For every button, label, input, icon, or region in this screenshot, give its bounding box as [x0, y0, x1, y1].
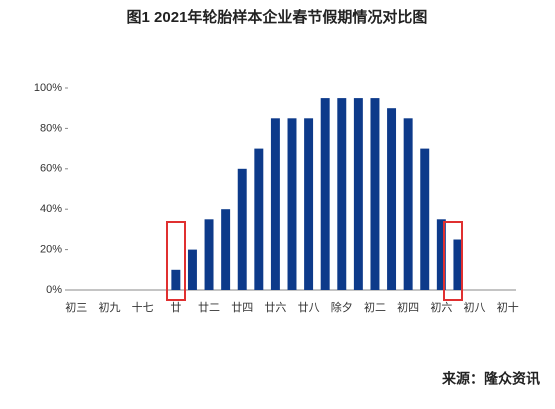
bar: [171, 269, 181, 290]
bar: [320, 98, 330, 290]
bar: [254, 148, 264, 290]
bar: [337, 98, 347, 290]
bar: [221, 209, 231, 290]
bar: [187, 249, 197, 290]
bar: [420, 148, 430, 290]
x-tick-label: 廿四: [231, 301, 253, 314]
bar: [436, 219, 446, 290]
x-tick-label: 初四: [397, 300, 419, 314]
y-tick-label: 0%: [46, 284, 62, 296]
y-tick-label: 60%: [40, 163, 62, 175]
x-tick-label: 除夕: [331, 300, 353, 314]
x-tick-label: 初三: [65, 300, 87, 314]
bar: [304, 118, 314, 290]
x-tick-label: 初九: [98, 300, 120, 314]
bar: [287, 118, 297, 290]
bar: [270, 118, 280, 290]
bar: [204, 219, 214, 290]
bar: [237, 168, 247, 290]
x-tick-label: 十七: [132, 300, 154, 314]
y-tick-label: 40%: [40, 203, 62, 215]
x-tick-label: 廿: [170, 301, 181, 314]
x-tick-label: 初六: [430, 300, 452, 314]
bar: [353, 98, 363, 290]
x-tick-label: 廿二: [198, 301, 220, 314]
x-tick-label: 初二: [364, 300, 386, 314]
bar: [370, 98, 380, 290]
x-tick-label: 初八: [464, 300, 486, 314]
source: 来源：隆众资讯: [441, 371, 540, 387]
chart-title: 图1 2021年轮胎样本企业春节假期情况对比图: [127, 8, 428, 26]
bar: [453, 239, 463, 290]
y-tick-label: 20%: [40, 244, 62, 256]
x-tick-label: 初十: [497, 300, 519, 314]
y-tick-label: 100%: [34, 82, 62, 94]
x-tick-label: 廿六: [264, 301, 286, 314]
highlight-box: [166, 221, 186, 301]
y-tick-label: 80%: [40, 122, 62, 134]
highlight-box: [443, 221, 463, 301]
bar: [387, 108, 397, 290]
x-tick-label: 廿八: [298, 301, 320, 314]
bar: [403, 118, 413, 290]
